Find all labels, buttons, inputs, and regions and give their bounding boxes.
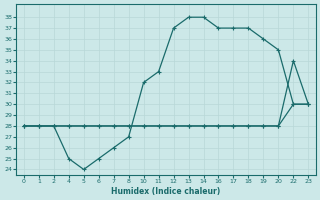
X-axis label: Humidex (Indice chaleur): Humidex (Indice chaleur): [111, 187, 221, 196]
